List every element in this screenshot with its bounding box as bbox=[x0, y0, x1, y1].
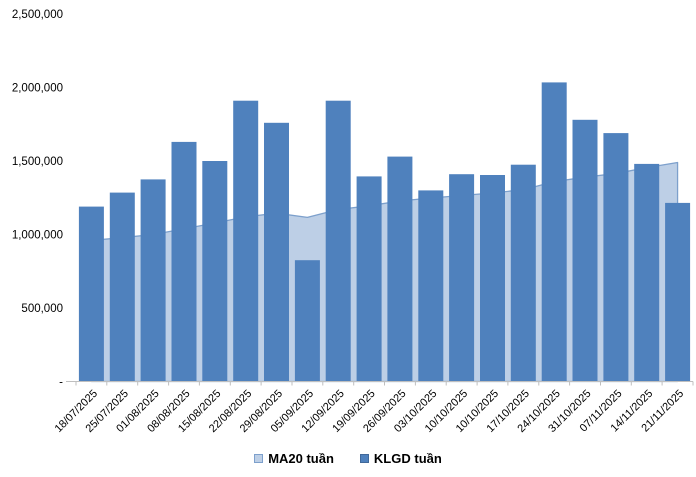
y-axis-label: 1,000,000 bbox=[12, 230, 63, 242]
klgd-bar-10/10/2025 bbox=[449, 174, 475, 382]
klgd-bar-17/10/2025 bbox=[510, 164, 536, 382]
klgd-bar-03/10/2025 bbox=[418, 190, 444, 382]
legend-item-ma20: MA20 tuần bbox=[254, 451, 334, 466]
klgd-bar-29/08/2025 bbox=[264, 122, 289, 382]
klgd-bar-22/08/2025 bbox=[233, 100, 259, 382]
ma20-legend-swatch-icon bbox=[254, 454, 264, 463]
klgd-bar-18/07/2025 bbox=[78, 206, 104, 382]
klgd-bar-31/10/2025 bbox=[572, 119, 598, 382]
y-axis-label: 2,500,000 bbox=[12, 9, 63, 21]
klgd-legend-label: KLGD tuần bbox=[373, 451, 442, 466]
klgd-bar-21/11/2025 bbox=[665, 202, 691, 382]
klgd-bar-10/10/2025 bbox=[480, 175, 505, 382]
klgd-bar-08/08/2025 bbox=[171, 141, 197, 382]
klgd-bar-25/07/2025 bbox=[109, 192, 135, 382]
klgd-bar-07/11/2025 bbox=[603, 133, 629, 382]
y-axis-label: 2,000,000 bbox=[12, 83, 63, 95]
klgd-bar-19/09/2025 bbox=[356, 176, 382, 382]
legend-item-klgd: KLGD tuần bbox=[359, 451, 442, 466]
klgd-legend-swatch-icon bbox=[359, 454, 369, 463]
klgd-bar-15/08/2025 bbox=[202, 161, 228, 382]
chart-plot-area: - 500,000 1,000,000 1,500,000 2,000,000 2,500… bbox=[12, 9, 694, 435]
klgd-bar-01/08/2025 bbox=[140, 179, 166, 382]
ma20-legend-label: MA20 tuần bbox=[268, 451, 334, 466]
klgd-bar-14/11/2025 bbox=[634, 163, 660, 382]
klgd-bar-26/09/2025 bbox=[387, 156, 413, 382]
chart-legend: MA20 tuần KLGD tuần bbox=[0, 451, 696, 466]
y-axis-label: 500,000 bbox=[21, 303, 63, 315]
y-axis-label: 1,500,000 bbox=[12, 156, 63, 168]
y-axis-label: - bbox=[59, 377, 63, 389]
klgd-bar-05/09/2025 bbox=[294, 260, 320, 382]
klgd-bar-24/10/2025 bbox=[541, 82, 567, 382]
klgd-bar-12/09/2025 bbox=[325, 100, 351, 382]
